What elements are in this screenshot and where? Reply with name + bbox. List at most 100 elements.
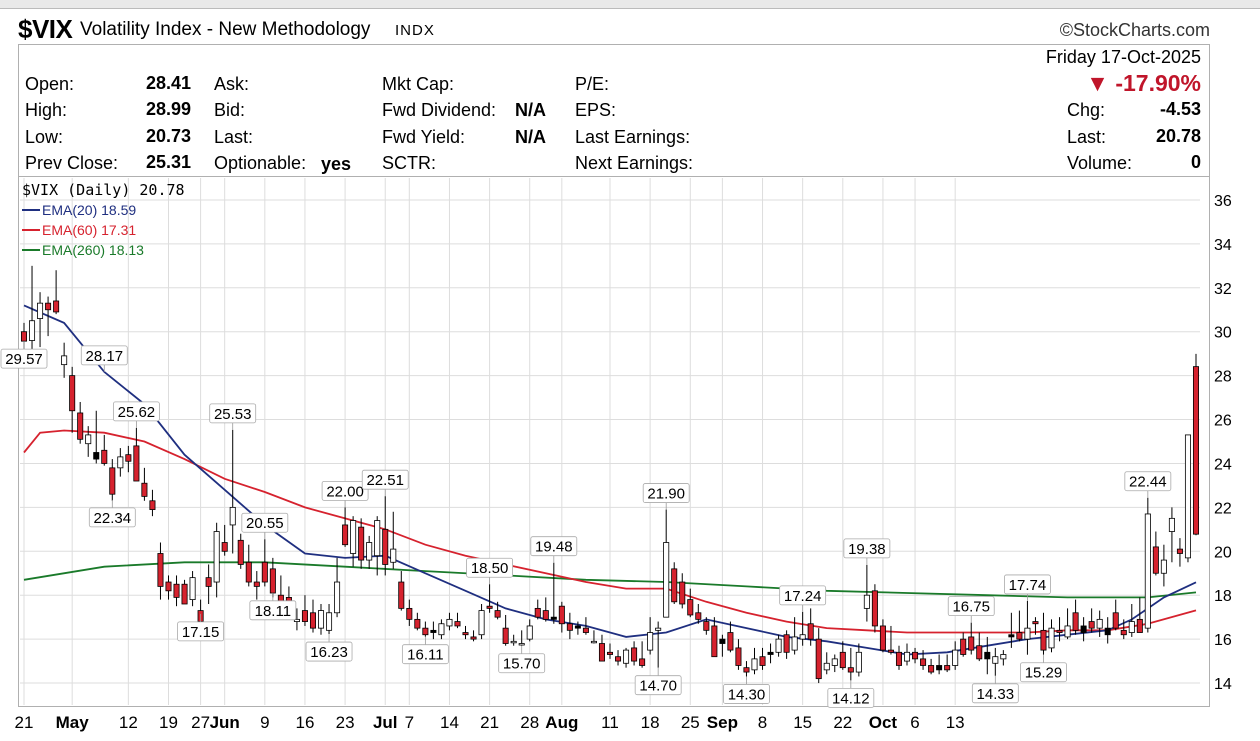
candle-body xyxy=(390,548,397,563)
candle-body xyxy=(502,627,509,644)
candle-body xyxy=(671,568,678,603)
candle-body xyxy=(269,568,276,594)
candle-body xyxy=(20,331,28,342)
candle-body xyxy=(879,625,886,651)
legend-ema260: EMA(260) 18.13 xyxy=(42,242,144,258)
candle-body xyxy=(775,638,782,653)
candle-body xyxy=(534,607,541,618)
candle-body xyxy=(69,375,76,412)
candle-body xyxy=(125,454,132,462)
candle-body xyxy=(807,623,814,640)
legend-ema60: EMA(60) 17.31 xyxy=(42,222,136,238)
annotation-label: 16.23 xyxy=(310,644,348,661)
candle-body xyxy=(45,302,52,311)
pct-change: ▼ -17.90% xyxy=(1086,70,1201,96)
annotation-box xyxy=(971,683,1019,704)
candle-body xyxy=(61,355,68,366)
prev-close-value: 25.31 xyxy=(145,152,191,172)
y-tick-label: 14 xyxy=(1214,676,1232,693)
y-axis: 14 16 18 20 22 24 26 28 30 32 34 36 xyxy=(1214,193,1232,693)
candle-body xyxy=(462,632,469,636)
candle-body xyxy=(414,618,421,629)
annotation-box xyxy=(241,512,289,533)
candle-body xyxy=(237,539,244,565)
ema60-line xyxy=(23,429,1197,634)
price-annotation: 28.17 xyxy=(80,345,128,372)
candle-body xyxy=(727,632,734,651)
price-annotation: 19.38 xyxy=(843,538,891,565)
last-earnings-label: Last Earnings: xyxy=(575,127,691,147)
annotation-label: 29.57 xyxy=(5,351,43,368)
candle-body xyxy=(1160,559,1167,574)
candle-body xyxy=(1104,627,1111,636)
candle-body xyxy=(1048,627,1055,649)
low-label: Low: xyxy=(25,127,64,147)
candle-body xyxy=(133,445,140,482)
annotation-label: 14.12 xyxy=(832,690,870,707)
annotation-label: 25.62 xyxy=(118,404,156,421)
candle-body xyxy=(189,577,196,600)
candle-body xyxy=(93,452,100,460)
high-value: 28.99 xyxy=(145,99,191,119)
chart-grid xyxy=(20,178,1200,705)
candle-body xyxy=(173,583,180,598)
annotation-box xyxy=(249,600,297,621)
x-tick-label: 16 xyxy=(295,713,314,732)
candle-body xyxy=(1184,434,1191,559)
security-name: Volatility Index - New Methodology xyxy=(80,19,371,40)
x-tick-label: 21 xyxy=(480,713,499,732)
annotation-label: 22.34 xyxy=(94,510,132,527)
annotation-box xyxy=(0,348,48,369)
candle-body xyxy=(799,634,806,640)
annotation-box xyxy=(88,507,136,528)
price-annotation: 14.12 xyxy=(827,680,875,708)
candle-body xyxy=(478,610,485,636)
price-annotation: 17.24 xyxy=(779,585,827,612)
price-annotation: 22.34 xyxy=(88,499,136,528)
x-tick-label: 22 xyxy=(833,713,852,732)
fwd-dividend-label: Fwd Dividend: xyxy=(382,100,497,120)
annotation-label: 21.90 xyxy=(647,486,685,503)
y-tick-label: 22 xyxy=(1214,500,1232,517)
annotation-box xyxy=(80,345,128,366)
candle-body xyxy=(558,605,565,625)
candle-body xyxy=(205,577,212,587)
price-annotation: 17.15 xyxy=(177,613,225,642)
annotation-box xyxy=(498,653,546,674)
annotation-label: 25.53 xyxy=(214,406,252,423)
annotation-box xyxy=(634,675,682,696)
candle-body xyxy=(1120,629,1127,636)
annotation-box xyxy=(305,641,353,662)
candle-body xyxy=(366,542,373,561)
price-annotation: 16.23 xyxy=(305,634,353,662)
candle-body xyxy=(631,647,638,662)
candle-body xyxy=(936,665,943,671)
candle-body xyxy=(992,656,999,664)
candle-body xyxy=(430,629,437,633)
candle-body xyxy=(759,656,766,666)
candle-body xyxy=(1064,625,1071,638)
candle-body xyxy=(679,581,686,605)
annotation-box xyxy=(843,538,891,559)
volume-label: Volume: xyxy=(1067,153,1133,173)
annotation-label: 28.17 xyxy=(86,348,124,365)
candle-body xyxy=(326,612,333,631)
candle-body xyxy=(53,300,60,313)
x-tick-label: Sep xyxy=(707,713,738,732)
x-tick-label: 6 xyxy=(910,713,919,732)
annotation-box xyxy=(466,557,513,578)
open-value: 28.41 xyxy=(145,73,191,93)
candle-body xyxy=(623,649,630,664)
candle-body xyxy=(398,581,405,609)
candle-body xyxy=(815,638,822,680)
candle-body xyxy=(695,612,702,620)
candle-body xyxy=(422,627,429,636)
annotation-box xyxy=(177,621,225,642)
candle-body xyxy=(109,467,116,495)
brand-link[interactable]: ©StockCharts.com xyxy=(1059,20,1210,40)
candle-body xyxy=(566,623,573,631)
price-annotation: 22.44 xyxy=(1124,471,1172,498)
exchange: INDX xyxy=(395,22,435,39)
price-annotation: 14.70 xyxy=(634,667,682,696)
